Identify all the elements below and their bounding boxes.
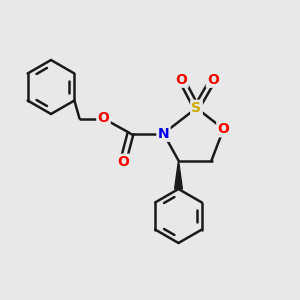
- Text: O: O: [207, 73, 219, 86]
- Text: O: O: [117, 155, 129, 169]
- Polygon shape: [175, 160, 182, 189]
- Text: N: N: [158, 127, 169, 140]
- Text: O: O: [176, 73, 188, 86]
- Text: O: O: [98, 112, 110, 125]
- Text: S: S: [191, 101, 202, 115]
- Text: O: O: [218, 122, 230, 136]
